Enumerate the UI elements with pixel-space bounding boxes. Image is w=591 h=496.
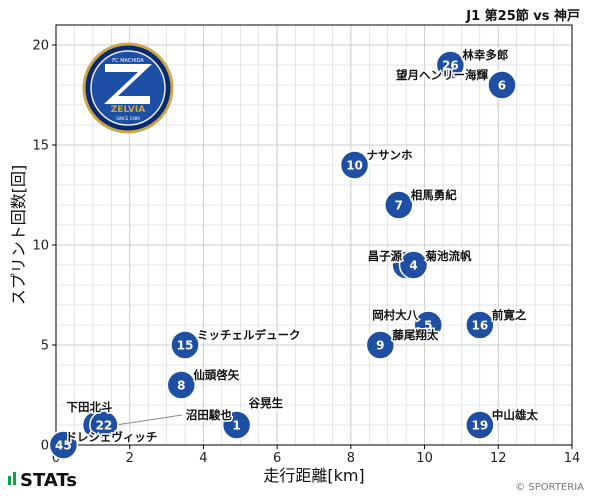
credit: © SPORTERIA <box>515 482 584 493</box>
player-point-9: 9 <box>365 330 396 360</box>
player-name-label: 菊池流帆 <box>426 249 472 263</box>
player-point-4: 4 <box>398 250 429 280</box>
player-point-15: 15 <box>170 330 200 360</box>
player-name-label: 谷晃生 <box>249 396 284 410</box>
player-number: 45 <box>55 439 72 453</box>
player-points: 266107345169158119182245 <box>48 50 517 460</box>
y-tick-label: 15 <box>32 139 49 154</box>
player-name-label: 昌子源 <box>368 249 403 263</box>
player-number: 15 <box>177 339 194 353</box>
player-point-45: 45 <box>48 430 79 460</box>
player-name-label: 中山雄太 <box>492 408 538 422</box>
y-axis-ticks: 0 5 10 15 20 <box>32 39 56 454</box>
player-number: 5 <box>424 319 432 333</box>
y-tick-label: 20 <box>32 39 49 54</box>
match-title: J1 第25節 vs 神戸 <box>465 8 580 24</box>
player-marker <box>435 50 466 80</box>
player-point-26: 26 <box>435 50 466 80</box>
x-tick-label: 10 <box>416 451 433 466</box>
player-number: 22 <box>96 419 113 433</box>
player-marker <box>339 150 370 180</box>
player-point-7: 7 <box>384 190 414 220</box>
player-marker <box>365 330 396 360</box>
player-number: 7 <box>395 199 403 213</box>
y-axis-label: スプリント回数[回] <box>9 165 28 306</box>
player-number: 10 <box>346 159 363 173</box>
player-marker <box>398 250 429 280</box>
logo-club-text: ZELVIA <box>111 105 145 115</box>
player-number: 19 <box>472 419 489 433</box>
player-point-6: 6 <box>487 70 517 100</box>
player-point-19: 19 <box>465 410 495 440</box>
player-marker <box>170 330 200 360</box>
logo-top-text: FC MACHIDA <box>112 58 144 64</box>
x-tick-label: 8 <box>347 451 355 466</box>
label-leader-line <box>115 414 182 426</box>
plot-frame <box>55 24 573 446</box>
x-tick-label: 12 <box>490 451 507 466</box>
player-name-label: 前寛之 <box>492 308 527 322</box>
player-number: 6 <box>498 79 506 93</box>
player-point-5: 5 <box>413 310 444 340</box>
stats-bar-icon <box>8 476 11 485</box>
x-tick-label: 14 <box>564 451 581 466</box>
player-point-22: 22 <box>89 410 119 440</box>
player-name-label: 林幸多郎 <box>462 48 508 62</box>
player-marker <box>166 370 197 400</box>
player-name-label: ミッチェルデューク <box>197 328 301 342</box>
x-axis-ticks: 0 2 4 6 8 10 12 14 <box>52 445 580 466</box>
player-name-label: 岡村大八 <box>372 308 418 322</box>
player-number: 8 <box>177 379 185 393</box>
player-number: 4 <box>409 259 417 273</box>
player-marker <box>413 310 444 340</box>
stats-logo: STATs <box>8 470 77 491</box>
player-marker <box>89 410 119 440</box>
player-point-10: 10 <box>339 150 370 180</box>
player-number: 26 <box>442 59 459 73</box>
x-tick-label: 6 <box>273 451 281 466</box>
player-name-label: 仙頭啓矢 <box>193 368 239 382</box>
player-marker <box>48 430 79 460</box>
stats-brand: STATs <box>20 470 77 491</box>
player-name-label: 藤尾翔太 <box>392 328 438 342</box>
player-name-label: 相馬勇紀 <box>411 188 457 202</box>
logo-since-text: SINCE 1989 <box>116 116 140 121</box>
x-tick-label: 4 <box>199 451 207 466</box>
y-tick-label: 10 <box>32 239 49 254</box>
x-tick-label: 0 <box>52 451 60 466</box>
player-name-label: 望月ヘンリー海輝 <box>396 68 488 82</box>
club-logo: FC MACHIDA ZELVIA SINCE 1989 <box>82 42 174 134</box>
player-marker <box>384 190 414 220</box>
z-emblem-icon <box>104 64 152 104</box>
player-name-label: 下田北斗 <box>67 400 113 414</box>
player-marker <box>221 410 252 440</box>
player-marker <box>465 410 495 440</box>
player-marker <box>465 310 495 340</box>
player-number: 9 <box>376 339 384 353</box>
label-leader-lines <box>115 414 182 426</box>
player-name-label: 沼田駿也 <box>186 408 232 422</box>
player-marker <box>487 70 517 100</box>
player-number: 1 <box>232 419 240 433</box>
x-axis-label: 走行距離[km] <box>263 466 364 485</box>
player-point-16: 16 <box>465 310 495 340</box>
y-tick-label: 5 <box>41 339 49 354</box>
player-point-8: 8 <box>166 370 197 400</box>
x-tick-label: 2 <box>126 451 134 466</box>
player-name-label: ドレシェヴィッチ <box>65 430 157 444</box>
player-number: 16 <box>472 319 489 333</box>
player-name-label: ナサンホ <box>367 148 413 162</box>
player-point-1: 1 <box>221 410 252 440</box>
y-tick-label: 0 <box>41 439 49 454</box>
